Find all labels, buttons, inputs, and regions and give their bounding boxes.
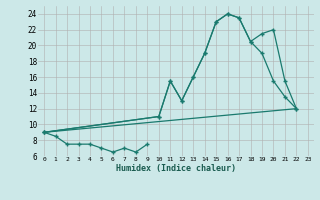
X-axis label: Humidex (Indice chaleur): Humidex (Indice chaleur) [116, 164, 236, 173]
